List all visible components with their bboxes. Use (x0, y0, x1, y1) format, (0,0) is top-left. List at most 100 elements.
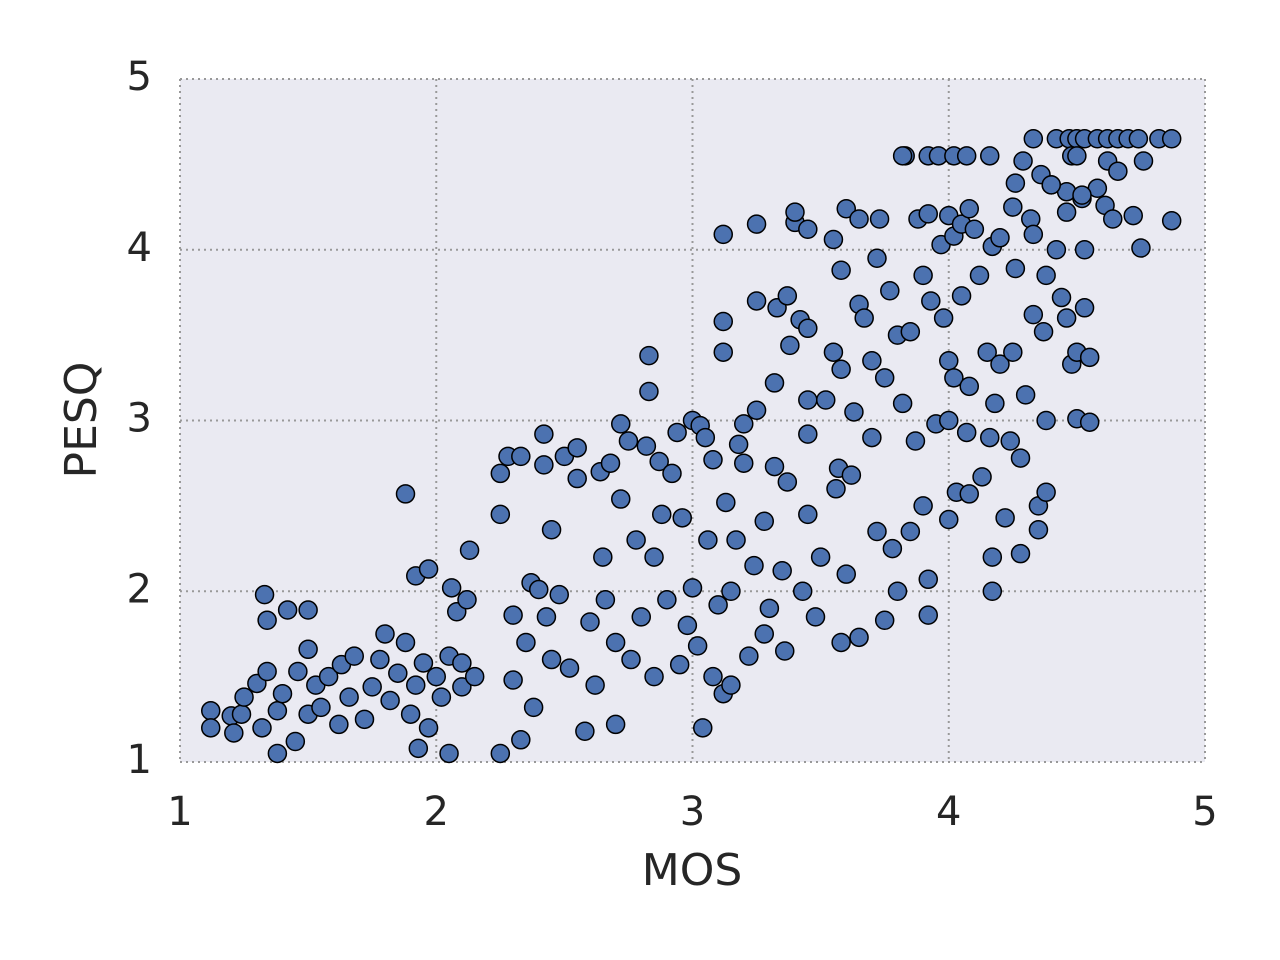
y-tick-label: 3 (127, 396, 152, 442)
point (831, 359, 851, 380)
point (329, 714, 349, 735)
point (667, 422, 687, 443)
point (823, 342, 844, 362)
point (785, 202, 805, 222)
point (549, 584, 569, 605)
point (1051, 287, 1072, 308)
point (1033, 321, 1054, 342)
point (995, 508, 1015, 528)
point (559, 658, 580, 678)
point (224, 723, 244, 743)
point (959, 376, 979, 397)
point (605, 632, 626, 653)
point (621, 649, 641, 670)
point (677, 615, 698, 636)
point (874, 610, 895, 631)
point (721, 581, 741, 601)
point (956, 146, 977, 166)
point (1161, 129, 1182, 149)
point (892, 146, 913, 166)
point (693, 718, 713, 738)
point (626, 530, 646, 550)
point (652, 504, 672, 525)
point (452, 653, 472, 673)
point (490, 463, 511, 484)
x-tick-label: 3 (680, 789, 705, 835)
point (805, 607, 826, 627)
point (698, 530, 718, 550)
point (1131, 238, 1151, 258)
y-tick-label: 5 (127, 54, 152, 100)
point (959, 484, 979, 504)
point (734, 453, 754, 473)
point (708, 595, 728, 615)
point (611, 489, 631, 509)
point (798, 219, 818, 240)
point (792, 581, 813, 601)
point (639, 345, 659, 366)
point (695, 427, 716, 448)
point (798, 318, 818, 339)
point (672, 508, 692, 528)
point (775, 641, 795, 661)
point (439, 743, 459, 764)
point (631, 607, 651, 627)
point (511, 730, 531, 750)
point (880, 280, 900, 301)
point (400, 704, 421, 724)
point (231, 704, 252, 724)
point (746, 400, 767, 421)
point (285, 731, 306, 752)
point (921, 291, 941, 311)
point (413, 653, 434, 673)
point (490, 743, 511, 764)
point (339, 687, 359, 707)
point (503, 670, 523, 690)
point (1028, 520, 1049, 540)
point (1036, 410, 1056, 431)
point (669, 654, 690, 675)
point (982, 547, 1003, 567)
point (457, 590, 477, 610)
point (370, 649, 390, 670)
point (933, 308, 954, 328)
point (441, 578, 462, 598)
point (1108, 161, 1128, 181)
point (777, 472, 798, 492)
point (918, 569, 938, 590)
point (1133, 151, 1154, 171)
point (201, 701, 221, 721)
point (618, 431, 639, 451)
point (1036, 482, 1056, 502)
point (408, 738, 429, 759)
point (951, 286, 972, 306)
point (639, 381, 659, 402)
point (644, 666, 664, 687)
point (759, 598, 780, 619)
point (536, 607, 557, 627)
point (1056, 202, 1077, 222)
y-axis-label: PESQ (56, 362, 107, 479)
point (849, 627, 869, 648)
point (980, 146, 1000, 166)
point (990, 228, 1010, 248)
point (867, 521, 887, 542)
point (459, 540, 480, 561)
point (1003, 197, 1023, 217)
point (1072, 185, 1092, 205)
point (644, 547, 664, 567)
point (418, 718, 439, 738)
point (810, 547, 831, 567)
point (918, 204, 938, 224)
point (713, 342, 733, 362)
point (567, 438, 587, 458)
point (1023, 304, 1044, 325)
point (395, 484, 416, 504)
point (939, 410, 959, 431)
point (1005, 173, 1026, 193)
point (388, 663, 408, 683)
point (267, 701, 288, 721)
point (682, 578, 703, 598)
point (234, 687, 254, 707)
point (798, 504, 818, 525)
